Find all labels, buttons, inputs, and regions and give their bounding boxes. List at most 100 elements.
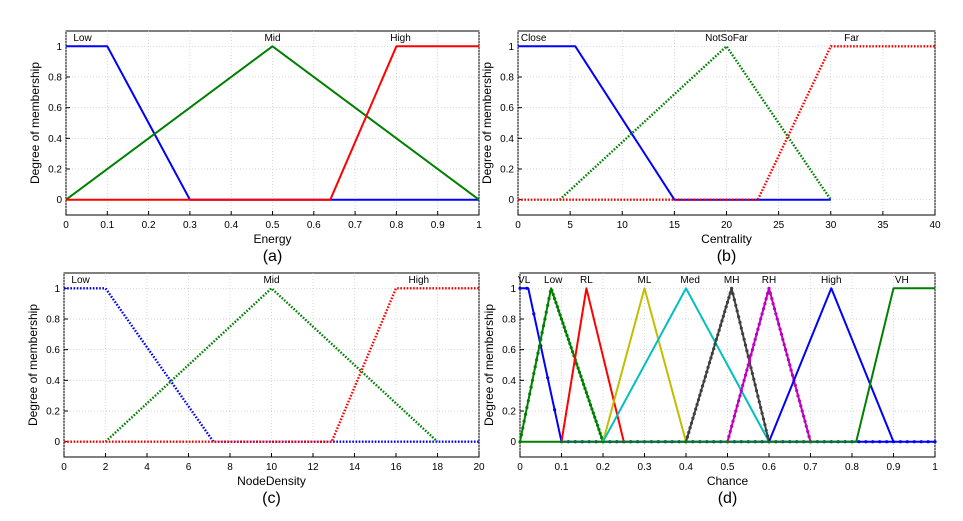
chart-d-xtick-label: 0.6 xyxy=(762,462,776,473)
chart-d-series-rh-marker xyxy=(754,332,759,336)
chart-d-series-low-marker xyxy=(547,297,551,301)
chart-d-series-rh-marker xyxy=(768,291,773,295)
chart-d-series-rh-marker xyxy=(793,383,797,387)
chart-d-series-rh-marker xyxy=(803,419,807,423)
chart-d-series-rh-marker xyxy=(742,378,746,382)
chart-d-series-low-marker xyxy=(526,399,530,403)
chart-d-mf-label: High xyxy=(821,275,842,286)
chart-d-series-mh-marker xyxy=(759,406,763,410)
chart-d-series-rh-marker xyxy=(770,297,774,301)
chart-a-ytick-label: 0.6 xyxy=(48,103,62,114)
chart-d-series-mh-marker xyxy=(714,337,719,341)
chart-d-series-mh-marker xyxy=(712,347,716,351)
chart-d-xtick-label: 0.4 xyxy=(679,462,693,473)
chart-d-series-rh-marker xyxy=(763,302,767,306)
chart-d-series-rh-marker xyxy=(731,419,735,423)
chart-d-series-vl-marker xyxy=(546,376,550,380)
chart-d-series-mh-marker xyxy=(689,421,694,425)
chart-b-xtick-label: 30 xyxy=(825,220,837,231)
chart-d-mf-label: RL xyxy=(580,275,593,286)
chart-a-xtick-label: 1 xyxy=(476,220,482,231)
chart-c-mf-label: High xyxy=(409,275,430,286)
chart-d-series-rh-marker xyxy=(760,312,764,316)
chart-d-series-mh-marker xyxy=(707,361,712,365)
chart-d-xtick-label: 0 xyxy=(517,462,523,473)
chart-b-panel-label: (b) xyxy=(717,248,737,265)
chart-d-series-rh-marker xyxy=(752,343,756,347)
chart-d-series-mh-marker xyxy=(687,430,691,434)
chart-d-xtick-label: 0.7 xyxy=(804,462,818,473)
chart-d-series-mh-marker xyxy=(760,411,764,415)
chart-d-series-mh-marker xyxy=(727,296,731,300)
chart-d-series-low-marker xyxy=(561,321,565,325)
chart-d-series-rh-marker xyxy=(781,337,785,341)
chart-d-series-rh-marker xyxy=(756,327,760,331)
chart-d-series-rh-marker xyxy=(739,389,743,393)
chart-d-series-rh-marker xyxy=(790,373,795,377)
chart-c-ytick-label: 0.2 xyxy=(46,407,60,418)
chart-d-xtick-label: 0.9 xyxy=(887,462,901,473)
chart-a-ytick-label: 0.8 xyxy=(48,73,62,84)
chart-d-series-vl-marker xyxy=(532,312,536,316)
chart-c-xtick-label: 6 xyxy=(186,462,192,473)
chart-a-xtick-label: 0 xyxy=(63,220,69,231)
chart-d-xtick-label: 1 xyxy=(932,462,938,473)
chart-b-xtick-label: 0 xyxy=(515,220,521,231)
chart-a-xtick-label: 0.1 xyxy=(100,220,114,231)
chart-d-series-rh-marker xyxy=(759,317,763,321)
chart-d-series-low-marker xyxy=(539,337,543,341)
chart-a-ytick-label: 0.2 xyxy=(48,165,62,176)
chart-d-xaxis-label: Chance xyxy=(707,474,749,488)
chart-c-ytick-label: 1 xyxy=(54,284,60,295)
chart-d-series-mh-marker xyxy=(728,291,732,295)
chart-d-series-mh-marker xyxy=(691,416,695,420)
chart-c-xtick-label: 14 xyxy=(349,462,361,473)
chart-d-series-rh-marker xyxy=(779,332,784,336)
chart-b-ytick-label: 0.4 xyxy=(500,134,514,145)
chart-d-ytick-label: 0.4 xyxy=(502,376,516,387)
chart-d-series-mh-marker xyxy=(746,354,750,359)
chart-c: 0 2 4 6 8 10 12 14 16 18 20 0 0.2 0.4 0.6 0.8 1 Low Mid Hig… xyxy=(26,272,485,507)
chart-d-series-low-marker xyxy=(551,292,555,297)
chart-d-series-rh-marker xyxy=(804,424,808,428)
chart-d-series-rh-marker xyxy=(785,353,789,357)
chart-d-series-mh-marker xyxy=(696,398,701,402)
chart-d-series-mh-marker xyxy=(688,426,692,430)
chart-d-series-vl-marker xyxy=(553,408,557,412)
chart-d-series-rh-marker xyxy=(795,389,799,393)
chart-b-xaxis-label: Centrality xyxy=(701,232,752,246)
chart-d-series-low-marker xyxy=(530,378,535,382)
chart-a-xaxis-label: Energy xyxy=(253,232,291,246)
chart-d-series-rh-marker xyxy=(800,409,804,413)
chart-d-series-rh-marker xyxy=(807,435,811,439)
chart-a-xtick-label: 0.3 xyxy=(183,220,197,231)
chart-d-xtick-label: 0.5 xyxy=(721,462,735,473)
chart-d-series-rh-marker xyxy=(778,327,782,331)
chart-d-series-mh-marker xyxy=(753,383,757,387)
chart-d-series-mh-marker xyxy=(734,303,738,307)
chart-c-mf-label: Mid xyxy=(263,275,279,286)
chart-b-yaxis-label: Degree of membership xyxy=(480,62,494,184)
chart-d-series-mh-marker xyxy=(698,393,702,397)
chart-c-xaxis-label: NodeDensity xyxy=(237,474,306,488)
chart-d-series-rh-marker xyxy=(774,312,778,316)
chart-d-series-rh-marker xyxy=(796,394,800,398)
chart-b-ytick-label: 0 xyxy=(508,195,514,206)
chart-d-series-vl-marker xyxy=(857,440,861,444)
chart-a-mf-label: Mid xyxy=(264,33,280,44)
chart-d-mf-label: Low xyxy=(544,275,563,286)
chart-a-xtick-label: 0.5 xyxy=(266,220,280,231)
chart-d-series-ml xyxy=(602,287,687,442)
chart-d-xtick-label: 0.3 xyxy=(638,462,652,473)
chart-d-ytick-label: 0.2 xyxy=(502,407,516,418)
chart-c-xtick-label: 4 xyxy=(144,462,150,473)
chart-d-series-rh-marker xyxy=(784,348,788,352)
chart-d-mf-label: ML xyxy=(638,275,652,286)
chart-d-series-rh-marker xyxy=(775,317,779,321)
chart-d-series-mh-marker xyxy=(742,337,746,341)
chart-d-series-rh-marker xyxy=(734,409,738,413)
chart-d-series-rh-marker xyxy=(782,343,786,347)
chart-d-series-rh-marker xyxy=(772,307,777,311)
chart-d-series-rh-marker xyxy=(753,337,757,341)
